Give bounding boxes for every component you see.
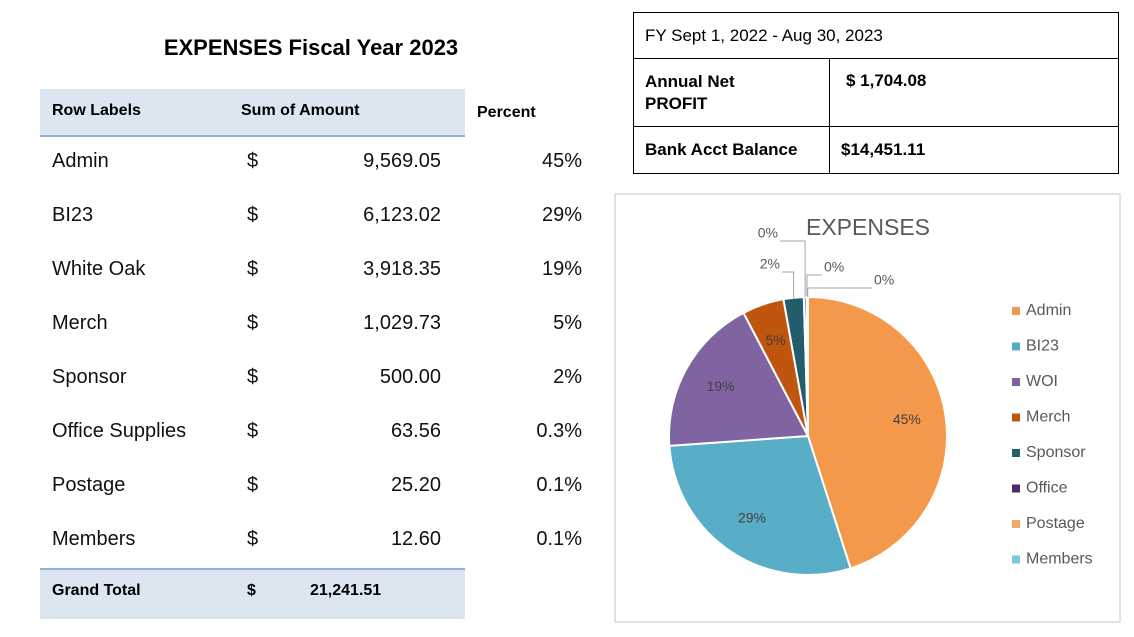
summary-value: $14,451.11 xyxy=(841,140,926,159)
legend-label: Sponsor xyxy=(1026,444,1086,461)
amount: 1,029.73 xyxy=(363,312,441,334)
leader-line xyxy=(780,240,806,298)
total-currency: $ xyxy=(247,582,256,599)
percent: 19% xyxy=(541,258,582,280)
row-label: BI23 xyxy=(52,204,94,226)
data-label: 0% xyxy=(874,272,894,288)
legend-marker xyxy=(1012,342,1020,351)
summary-value: $ 1,704.08 xyxy=(846,71,927,90)
percent: 29% xyxy=(541,204,582,226)
data-label: 45% xyxy=(893,411,921,427)
percent: 0.1% xyxy=(536,528,582,550)
period: FY Sept 1, 2022 - Aug 30, 2023 xyxy=(645,26,883,45)
legend-marker xyxy=(1012,413,1020,422)
leader-line xyxy=(807,287,872,298)
legend-label: Members xyxy=(1026,551,1093,568)
header: Percent xyxy=(477,104,536,121)
amount: 3,918.35 xyxy=(363,258,441,280)
row-label: White Oak xyxy=(52,258,146,280)
data-label: 0% xyxy=(758,225,778,241)
data-label: 0% xyxy=(824,259,844,275)
legend-marker xyxy=(1012,378,1020,386)
amount: 6,123.02 xyxy=(363,204,441,226)
pie-slice xyxy=(668,434,852,576)
legend-marker xyxy=(1012,307,1020,315)
amount: 63.56 xyxy=(390,420,441,442)
table-title: EXPENSES Fiscal Year 2023 xyxy=(163,35,459,60)
amount: 25.20 xyxy=(390,474,441,496)
currency: $ xyxy=(247,528,259,550)
currency: $ xyxy=(247,420,259,442)
legend-marker xyxy=(1012,520,1020,528)
pie-slice xyxy=(806,295,809,437)
legend-marker xyxy=(1012,484,1020,493)
legend-label: Postage xyxy=(1026,515,1085,532)
pie-slice xyxy=(668,311,810,447)
currency: $ xyxy=(247,312,259,334)
chart-border xyxy=(614,193,1121,623)
divider xyxy=(634,58,1118,59)
amount: 500.00 xyxy=(379,366,441,388)
legend-label: BI23 xyxy=(1026,338,1059,355)
currency: $ xyxy=(247,204,259,226)
legend-label: WOI xyxy=(1026,373,1058,390)
amount: 9,569.05 xyxy=(363,150,441,172)
total-amount: 21,241.51 xyxy=(310,582,382,599)
percent: 0.3% xyxy=(536,420,582,442)
header: Sum of Amount xyxy=(241,102,360,119)
currency: $ xyxy=(247,366,259,388)
header-background xyxy=(40,89,465,137)
legend-marker xyxy=(1012,449,1020,457)
row-label: Admin xyxy=(52,150,109,172)
leader-line xyxy=(782,271,795,298)
row-label: Office Supplies xyxy=(52,420,187,442)
leader-line xyxy=(806,274,822,298)
divider xyxy=(829,58,830,173)
row-label: Members xyxy=(52,528,136,550)
data-label: 5% xyxy=(765,332,785,348)
row-label: Postage xyxy=(52,474,126,496)
currency: $ xyxy=(247,258,259,280)
currency: $ xyxy=(247,150,259,172)
percent: 45% xyxy=(541,150,582,172)
legend-label: Merch xyxy=(1026,409,1070,426)
total-label: Grand Total xyxy=(52,582,141,599)
summary-label: Annual Net PROFIT xyxy=(645,72,735,113)
legend-marker xyxy=(1012,555,1020,564)
total-background xyxy=(40,568,465,619)
percent: 2% xyxy=(553,366,582,388)
row-label: Sponsor xyxy=(52,366,127,388)
chart-title: EXPENSES xyxy=(806,214,930,240)
percent: 0.1% xyxy=(536,474,582,496)
pie-slice xyxy=(807,295,948,570)
summary-box: FY Sept 1, 2022 - Aug 30, 2023 Annual Ne… xyxy=(633,12,1119,174)
summary-label: Bank Acct Balance xyxy=(645,140,798,159)
header: Row Labels xyxy=(52,102,141,119)
data-label: 19% xyxy=(707,378,735,394)
row-label: Merch xyxy=(52,312,108,334)
divider xyxy=(634,126,1118,127)
legend-label: Office xyxy=(1026,480,1068,497)
percent: 5% xyxy=(553,312,582,334)
legend-label: Admin xyxy=(1026,302,1071,319)
data-label: 2% xyxy=(760,256,780,272)
data-label: 29% xyxy=(738,510,766,526)
currency: $ xyxy=(247,474,259,496)
amount: 12.60 xyxy=(390,528,441,550)
